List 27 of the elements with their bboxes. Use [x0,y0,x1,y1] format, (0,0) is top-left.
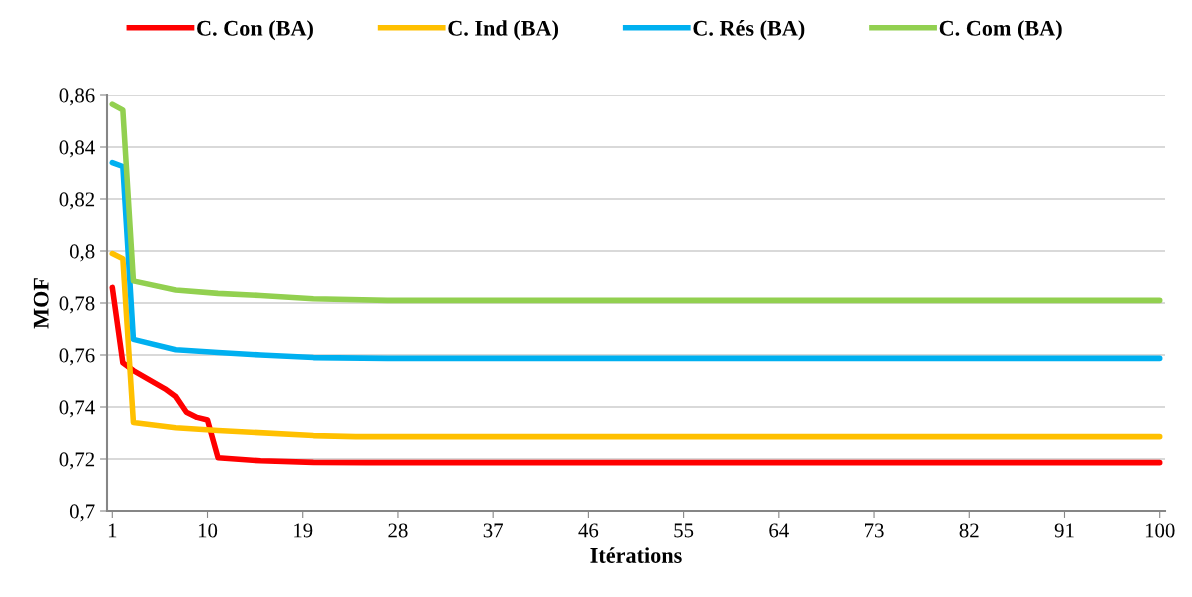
legend-label: C. Con (BA) [197,20,313,41]
legend-label: C. Com (BA) [939,20,1062,41]
y-tick-label: 0,8 [69,244,95,262]
x-tick-label: 46 [578,523,599,538]
y-tick-label: 0,7 [69,504,95,522]
y-axis-title: MOF [33,278,49,329]
x-tick-label: 1 [108,523,117,538]
y-tick-label: 0,74 [59,400,95,418]
y-tick-label: 0,86 [59,88,95,106]
x-tick-label: 10 [198,523,218,538]
x-tick-label: 19 [294,523,313,538]
x-tick-label: 37 [483,523,503,538]
x-tick-label: 91 [1054,523,1074,538]
legend-label: C. Rés (BA) [693,20,805,41]
y-tick-label: 0,82 [59,192,95,210]
x-axis-title: Itérations [590,547,682,563]
y-tick-label: 0,78 [59,296,95,314]
y-tick-label: 0,76 [59,348,95,366]
y-tick-label: 0,84 [59,140,95,158]
x-tick-label: 55 [674,523,694,538]
x-tick-label: 100 [1145,523,1175,538]
x-tick-label: 82 [959,523,979,538]
x-tick-label: 64 [769,523,789,538]
x-tick-label: 73 [865,523,884,538]
legend-label: C. Ind (BA) [448,20,559,41]
y-tick-label: 0,72 [59,452,95,470]
x-tick-label: 28 [388,523,408,538]
